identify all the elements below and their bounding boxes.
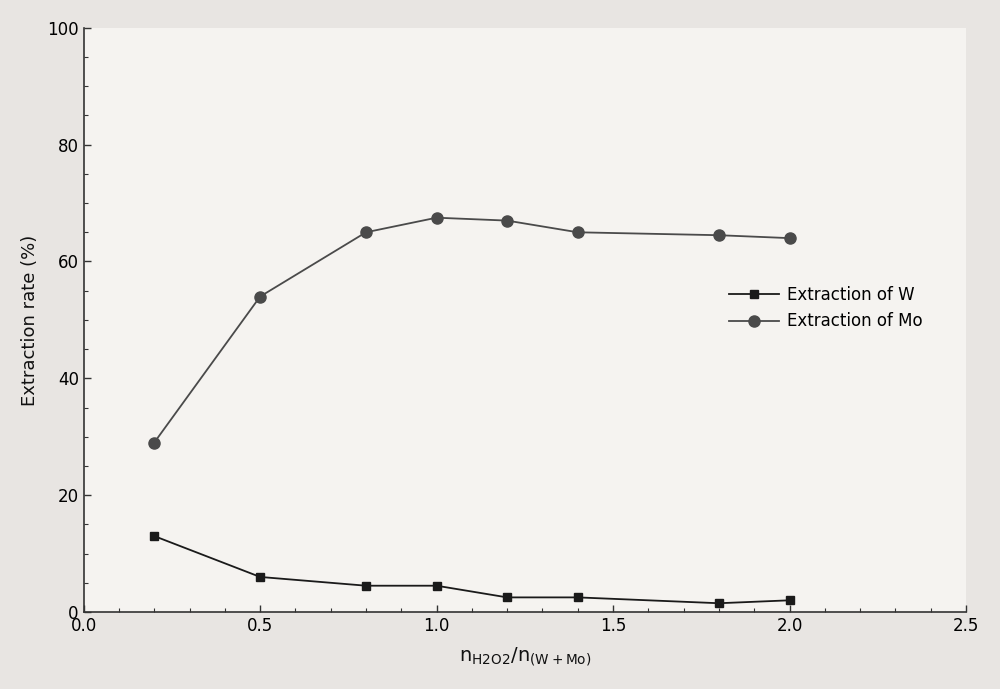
Line: Extraction of Mo: Extraction of Mo bbox=[149, 212, 795, 448]
Extraction of W bbox=[254, 573, 266, 581]
Extraction of W bbox=[572, 593, 584, 601]
Extraction of Mo bbox=[713, 231, 725, 239]
Extraction of Mo bbox=[501, 216, 513, 225]
Line: Extraction of W: Extraction of W bbox=[150, 532, 794, 608]
Extraction of W bbox=[784, 596, 796, 604]
Extraction of W bbox=[360, 582, 372, 590]
Extraction of Mo bbox=[360, 228, 372, 236]
Extraction of W bbox=[713, 599, 725, 608]
Extraction of Mo bbox=[254, 292, 266, 300]
Extraction of W bbox=[148, 532, 160, 540]
Extraction of Mo bbox=[784, 234, 796, 243]
Extraction of Mo bbox=[431, 214, 443, 222]
Extraction of W bbox=[431, 582, 443, 590]
Extraction of W bbox=[501, 593, 513, 601]
Y-axis label: Extraction rate (%): Extraction rate (%) bbox=[21, 234, 39, 406]
X-axis label: n$_{\mathregular{H2O2}}$/n$_{\mathregular{(W+Mo)}}$: n$_{\mathregular{H2O2}}$/n$_{\mathregula… bbox=[459, 646, 591, 668]
Extraction of Mo bbox=[572, 228, 584, 236]
Legend: Extraction of W, Extraction of Mo: Extraction of W, Extraction of Mo bbox=[721, 278, 931, 339]
Extraction of Mo bbox=[148, 438, 160, 446]
